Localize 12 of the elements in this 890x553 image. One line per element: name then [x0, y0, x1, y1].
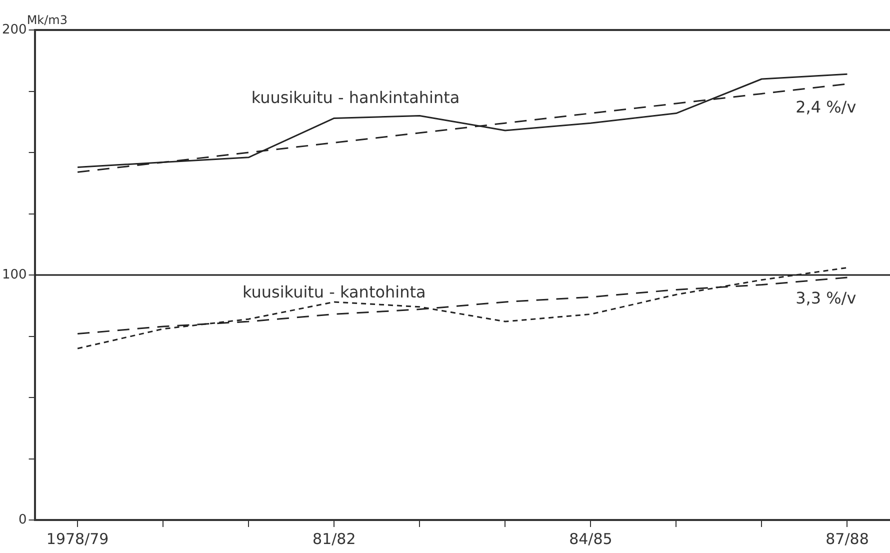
series-label: 2,4 %/v — [796, 98, 856, 117]
y-axis-title: Mk/m3 — [26, 13, 68, 28]
series-label: 3,3 %/v — [796, 288, 856, 308]
x-tick-label: 1978/79 — [46, 530, 109, 548]
y-tick-label: 100 — [2, 267, 27, 282]
x-tick-label: 87/88 — [826, 530, 869, 548]
x-tick-label: 81/82 — [312, 530, 356, 548]
series-label: kuusikuitu - hankintahinta — [251, 88, 460, 107]
series-label: kuusikuitu - kantohinta — [242, 282, 426, 302]
x-tick-label: 84/85 — [569, 530, 612, 548]
y-tick-label: 200 — [2, 22, 27, 38]
y-tick-label: 0 — [18, 512, 27, 528]
